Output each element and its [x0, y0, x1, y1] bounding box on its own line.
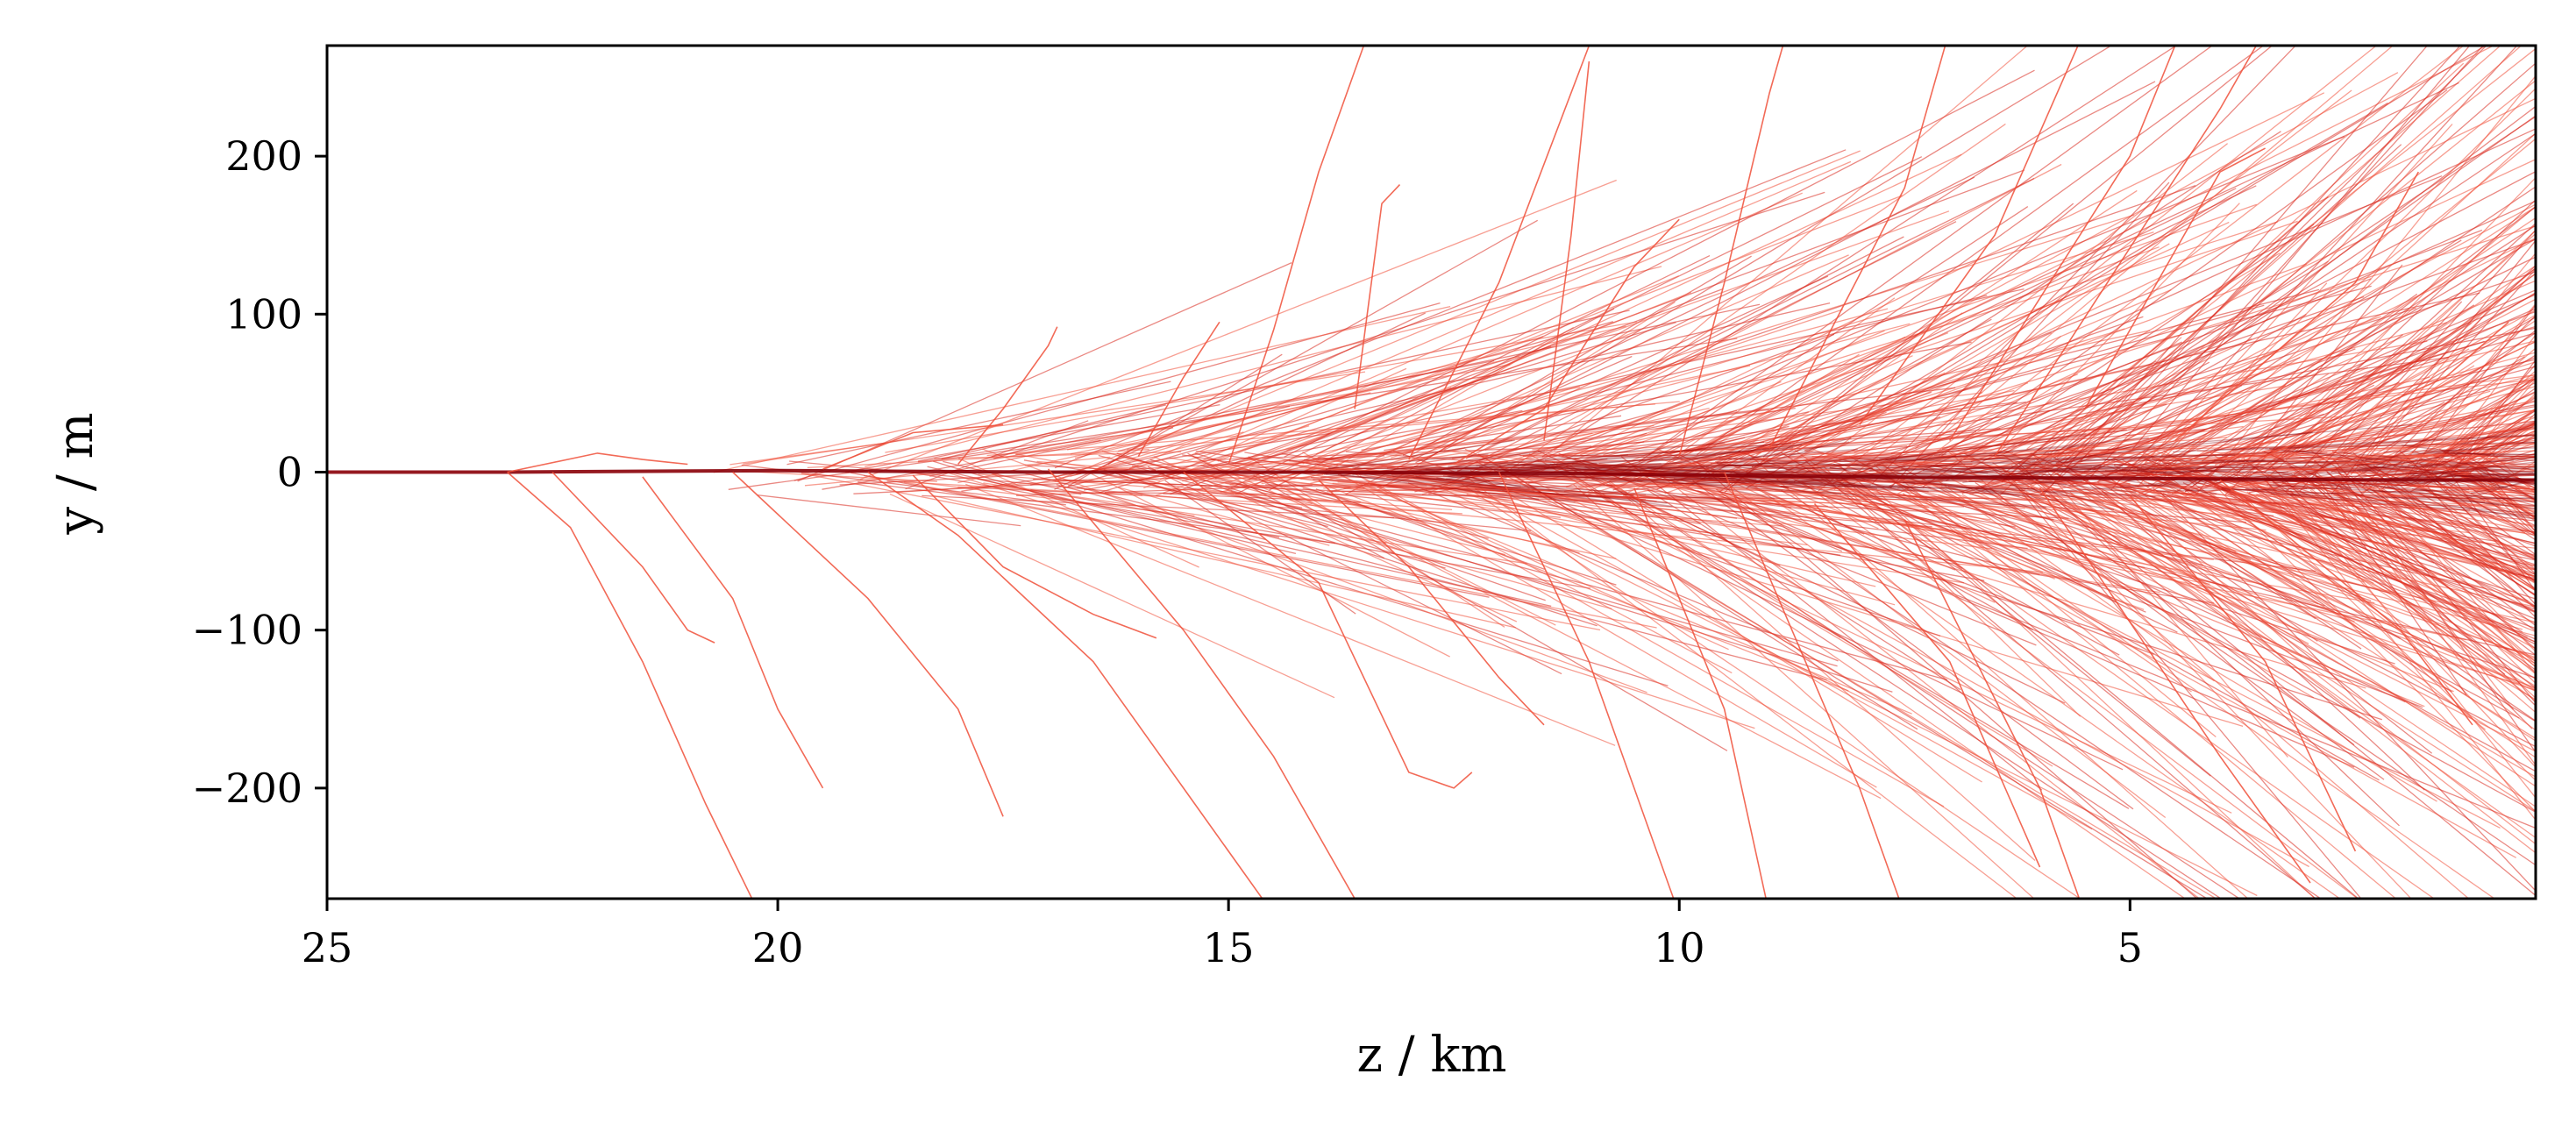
x-tick-label: 5 — [2117, 924, 2143, 971]
x-axis-label: z / km — [1356, 1027, 1506, 1084]
y-tick-label: 200 — [225, 132, 302, 180]
y-tick-label: 0 — [277, 449, 302, 496]
x-tick-label: 10 — [1654, 924, 1705, 971]
x-tick-label: 20 — [752, 924, 804, 971]
x-tick-label: 25 — [302, 924, 353, 971]
x-tick-label: 15 — [1203, 924, 1255, 971]
y-tick-label: −200 — [192, 765, 302, 812]
y-tick-label: 100 — [225, 290, 302, 338]
y-tick-label: −100 — [192, 607, 302, 654]
y-axis-label: y / m — [47, 412, 104, 535]
